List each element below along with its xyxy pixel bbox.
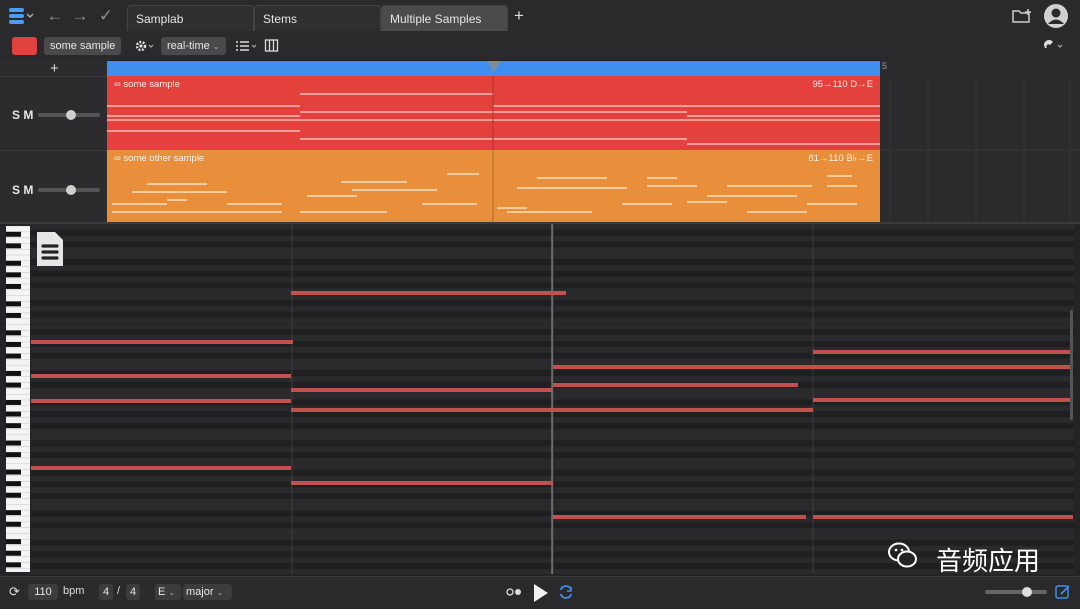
chevron-down-icon: ⌄ [168, 588, 176, 597]
black-key [6, 539, 21, 545]
key-select-value: E [158, 586, 166, 598]
black-key [6, 521, 21, 527]
back-arrow-icon[interactable]: ← [46, 6, 64, 25]
clip-tempo-key: 81→110 B♭→E [808, 153, 873, 164]
link-icon: ∞ [114, 153, 124, 164]
track-control-1: S M [0, 76, 107, 150]
key-select[interactable]: E ⌄ [155, 584, 181, 600]
clip-notes [112, 150, 857, 222]
piano-keys [6, 226, 30, 569]
black-key [6, 400, 21, 405]
time-sig-separator: / [117, 585, 121, 597]
chevron-down-icon: ⌄ [216, 588, 224, 597]
edit-icon[interactable] [1054, 583, 1072, 601]
volume-slider-knob[interactable] [66, 185, 76, 195]
bpm-input[interactable]: 110 [28, 584, 58, 600]
timeline-grid [880, 76, 1080, 222]
list-icon[interactable] [233, 37, 259, 55]
black-key [6, 243, 21, 249]
bpm-label: bpm [63, 585, 85, 597]
black-key [6, 284, 21, 289]
volume-slider-knob[interactable] [66, 110, 76, 120]
volume-slider[interactable] [38, 110, 100, 120]
chevron-down-icon: ⌄ [212, 42, 220, 51]
notes [31, 291, 1073, 519]
metronome-toggle-icon[interactable] [505, 585, 525, 599]
black-key [6, 469, 21, 475]
solo-mute-buttons[interactable]: S M [12, 108, 34, 122]
wechat-logo-icon [888, 540, 917, 570]
clip-title-text: some other sample [123, 153, 205, 164]
tab-bar: ← → ✓ Samplab Stems Multiple Samples + [0, 0, 1080, 33]
tab-multiple-samples[interactable]: Multiple Samples [381, 5, 508, 31]
play-icon[interactable] [532, 583, 550, 603]
black-key [6, 481, 21, 487]
user-avatar-icon[interactable] [1043, 3, 1069, 29]
plus-icon[interactable]: + [514, 6, 524, 25]
clip-some-sample[interactable]: ∞ some sample 95→110 D→E [107, 76, 880, 150]
timeline-empty-area[interactable] [880, 60, 1080, 222]
checkmark-icon[interactable]: ✓ [98, 6, 114, 25]
gear-icon[interactable] [133, 37, 155, 55]
toolbar: some sample real-time ⌄ [0, 32, 1080, 60]
zoom-slider[interactable] [985, 587, 1047, 597]
black-key [6, 231, 21, 237]
document-icon[interactable] [35, 230, 65, 268]
volume-slider[interactable] [38, 185, 100, 195]
piano-roll-grid[interactable] [31, 224, 1074, 574]
watermark-text: 音频应用 [936, 547, 1041, 577]
transport-bar: ⟳ 110 bpm 4 / 4 E ⌄ major ⌄ [0, 576, 1080, 609]
tab-stems[interactable]: Stems [254, 5, 381, 31]
clip-tempo-key: 95→110 D→E [812, 79, 873, 90]
black-key [6, 301, 21, 307]
piano-keys-icon[interactable] [264, 37, 280, 55]
black-key [6, 550, 21, 556]
clip-title: ∞ some sample [114, 79, 180, 90]
track-headers [0, 60, 107, 222]
magnet-icon[interactable] [1040, 36, 1068, 56]
vertical-scrollbar[interactable] [1070, 310, 1073, 420]
clip-notes [107, 76, 880, 150]
black-key [6, 330, 21, 336]
black-key [6, 313, 21, 318]
stack-logo-icon[interactable] [8, 5, 34, 27]
forward-arrow-icon[interactable]: → [71, 6, 89, 25]
bar-marker-5: 5 [882, 61, 888, 71]
black-key [6, 492, 21, 498]
black-key [6, 510, 21, 516]
black-key [6, 411, 21, 417]
scale-select-value: major [186, 586, 214, 598]
black-key [6, 382, 21, 388]
clip-title-text: some sample [123, 79, 180, 90]
export-folder-icon[interactable] [1010, 6, 1034, 26]
scale-select[interactable]: major ⌄ [183, 584, 232, 600]
mode-select-value: real-time [167, 40, 210, 52]
black-key [6, 342, 21, 347]
loop-icon[interactable] [557, 584, 575, 600]
refresh-icon[interactable]: ⟳ [9, 584, 20, 599]
solo-mute-buttons[interactable]: S M [12, 183, 34, 197]
mode-select[interactable]: real-time ⌄ [161, 37, 226, 55]
time-sig-denominator[interactable]: 4 [126, 584, 140, 600]
black-key [6, 452, 21, 458]
playhead-marker-icon[interactable] [486, 61, 502, 73]
add-track-plus-icon[interactable]: + [50, 60, 59, 77]
black-key [6, 353, 21, 359]
black-key [6, 440, 21, 446]
black-key [6, 562, 21, 568]
black-key [6, 272, 21, 278]
record-color-swatch[interactable] [12, 37, 37, 55]
track-control-2: S M [0, 150, 107, 224]
link-icon: ∞ [114, 79, 124, 90]
tab-samplab[interactable]: Samplab [127, 5, 254, 31]
time-sig-numerator[interactable]: 4 [99, 584, 113, 600]
black-key [6, 260, 21, 266]
black-key [6, 371, 21, 376]
black-key [6, 423, 21, 429]
clip-title: ∞ some other sample [114, 153, 204, 164]
zoom-slider-knob[interactable] [1022, 587, 1032, 597]
clip-some-other-sample[interactable]: ∞ some other sample 81→110 B♭→E [107, 150, 880, 222]
sample-name-label[interactable]: some sample [44, 37, 122, 55]
